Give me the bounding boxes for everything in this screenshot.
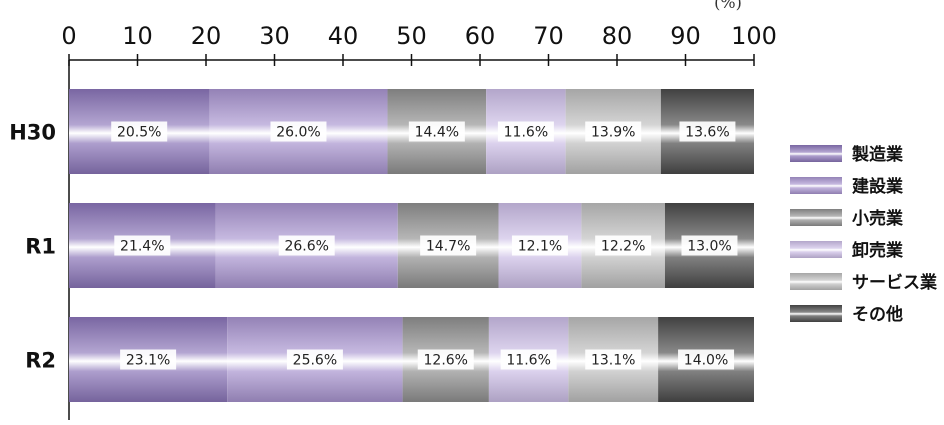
- data-label-bg: [408, 121, 465, 142]
- x-tick-label: 20: [191, 22, 222, 50]
- data-label: 12.2%: [601, 239, 645, 255]
- data-label-bg: [114, 235, 171, 256]
- legend-label: 建設業: [852, 176, 903, 197]
- data-label-bg: [585, 349, 642, 370]
- data-label: 12.1%: [518, 239, 562, 255]
- x-tick-label: 70: [533, 22, 564, 50]
- category-label: H30: [9, 121, 56, 145]
- x-tick-label: 10: [122, 22, 153, 50]
- data-label: 11.6%: [506, 353, 550, 369]
- data-label-bg: [286, 349, 343, 370]
- legend-swatch: [790, 305, 842, 322]
- category-label: R1: [25, 235, 56, 259]
- data-label: 13.6%: [685, 125, 729, 141]
- data-label: 12.6%: [424, 353, 468, 369]
- data-label: 21.4%: [120, 239, 164, 255]
- data-label-bg: [417, 349, 474, 370]
- x-tick-label: 50: [396, 22, 427, 50]
- data-label: 13.9%: [591, 125, 635, 141]
- category-label: R2: [25, 349, 56, 373]
- data-label: 11.6%: [504, 125, 548, 141]
- legend-swatch: [790, 177, 842, 194]
- legend-label: 製造業: [851, 144, 903, 165]
- data-label-bg: [270, 121, 327, 142]
- data-label-bg: [678, 349, 735, 370]
- data-label-bg: [511, 235, 568, 256]
- x-tick-label: 90: [670, 22, 701, 50]
- data-label-bg: [585, 121, 642, 142]
- data-label: 26.6%: [284, 239, 328, 255]
- data-label-bg: [120, 349, 177, 370]
- data-label: 14.0%: [684, 353, 728, 369]
- data-label: 14.7%: [426, 239, 470, 255]
- legend-label: その他: [852, 304, 903, 325]
- data-label-bg: [420, 235, 477, 256]
- data-label: 14.4%: [415, 125, 459, 141]
- data-label-bg: [111, 121, 168, 142]
- legend-label: 卸売業: [852, 240, 903, 261]
- legend-swatch: [790, 241, 842, 258]
- data-label-bg: [595, 235, 652, 256]
- data-label: 23.1%: [126, 353, 170, 369]
- x-tick-label: 100: [731, 22, 777, 50]
- legend-swatch: [790, 273, 842, 290]
- data-label-bg: [500, 349, 557, 370]
- x-tick-label: 40: [328, 22, 359, 50]
- x-tick-label: 60: [465, 22, 496, 50]
- data-label-bg: [681, 235, 738, 256]
- data-label-bg: [497, 121, 554, 142]
- legend-label: サービス業: [852, 272, 937, 293]
- data-label: 25.6%: [293, 353, 337, 369]
- x-tick-label: 80: [602, 22, 633, 50]
- data-label: 26.0%: [276, 125, 320, 141]
- unit-label: (%): [714, 0, 742, 12]
- data-label: 13.0%: [687, 239, 731, 255]
- x-tick-label: 30: [259, 22, 290, 50]
- bars-group: H30 20.5% 26.0% 14.4% 11.6% 13.9% 13.6% R1 21.4%…: [9, 89, 754, 402]
- data-label: 13.1%: [591, 353, 635, 369]
- legend-label: 小売業: [852, 208, 903, 229]
- x-tick-label: 0: [61, 22, 76, 50]
- x-axis: 0 10 20 30 40 50 60 70 80 90 100: [61, 22, 777, 420]
- legend-swatch: [790, 209, 842, 226]
- data-label-bg: [278, 235, 335, 256]
- data-label: 20.5%: [117, 125, 161, 141]
- data-label-bg: [679, 121, 736, 142]
- legend-swatch: [790, 145, 842, 162]
